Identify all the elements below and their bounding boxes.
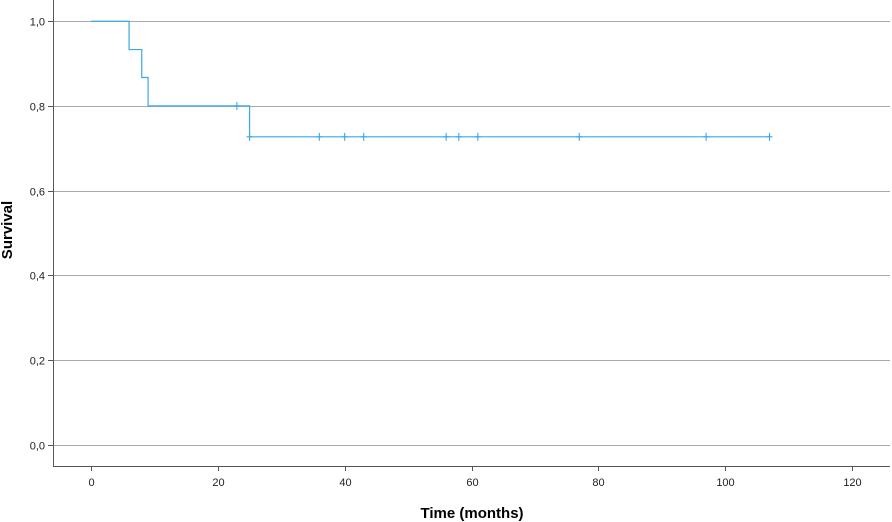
x-tick-label-5: 100 [716, 477, 734, 489]
y-tick-label-3: 0,6 [30, 187, 45, 199]
censor-mark-0 [233, 101, 240, 110]
censor-mark-7 [474, 132, 481, 141]
censor-mark-5 [443, 132, 450, 141]
censor-mark-8 [576, 132, 583, 141]
y-axis-title: Survival [0, 201, 16, 259]
censor-mark-10 [766, 132, 773, 141]
x-tick-label-2: 40 [339, 477, 351, 489]
censor-mark-1 [246, 132, 253, 141]
survival-series [91, 20, 773, 141]
censor-mark-4 [360, 132, 367, 141]
censor-mark-6 [455, 132, 462, 141]
y-tick-label-2: 0,4 [30, 271, 45, 283]
censor-mark-3 [341, 132, 348, 141]
y-tick-label-4: 0,8 [30, 102, 45, 114]
x-tick-label-1: 20 [212, 477, 224, 489]
y-tick-label-5: 1,0 [30, 17, 45, 29]
censor-mark-2 [316, 132, 323, 141]
x-tick-label-4: 80 [592, 477, 604, 489]
x-axis-title: Time (months) [420, 505, 523, 522]
censor-mark-9 [703, 132, 710, 141]
x-tick-label-6: 120 [843, 477, 861, 489]
x-tick-label-3: 60 [466, 477, 478, 489]
survival-step-line [91, 20, 770, 138]
gridlines [53, 21, 890, 446]
axes [48, 0, 890, 471]
x-tick-label-0: 0 [88, 477, 94, 489]
y-tick-label-0: 0,0 [30, 441, 45, 453]
tick-labels: 0,0 0,2 0,4 0,6 0,8 1,0 0 20 40 60 80 100 120 [30, 17, 862, 490]
y-tick-label-1: 0,2 [30, 356, 45, 368]
